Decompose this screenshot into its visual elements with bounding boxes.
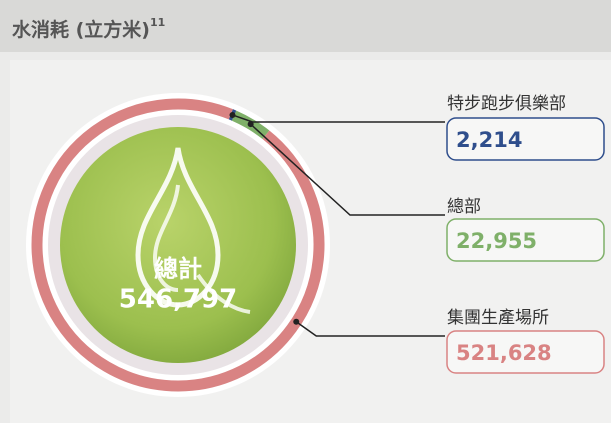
category-label: 特步跑步俱樂部	[447, 94, 566, 114]
leader-dot	[247, 121, 254, 128]
leader-line	[250, 123, 445, 216]
header-band	[0, 0, 611, 52]
water-circle	[60, 127, 296, 363]
total-label: 總計	[154, 255, 202, 283]
title-text: 水消耗 (立方米)	[12, 18, 150, 41]
value-label: 22,955	[456, 229, 537, 253]
value-box	[446, 117, 605, 161]
leader-dot	[229, 111, 236, 118]
value-box	[446, 218, 605, 262]
value-box	[446, 330, 605, 374]
title: 水消耗 (立方米)11	[12, 16, 165, 41]
drop-swoosh	[196, 273, 251, 314]
leader-line	[295, 321, 445, 337]
drop-icon	[135, 147, 221, 308]
total-value: 546,797	[119, 285, 237, 315]
leader-dot	[293, 318, 300, 325]
value-label: 521,628	[456, 341, 552, 365]
value-label: 2,214	[456, 128, 522, 152]
drop-icon-inner	[152, 184, 180, 292]
title-note: 11	[150, 16, 165, 29]
category-label: 集團生產場所	[447, 308, 549, 328]
category-label: 總部	[447, 197, 481, 217]
donut-segment	[31, 98, 325, 392]
